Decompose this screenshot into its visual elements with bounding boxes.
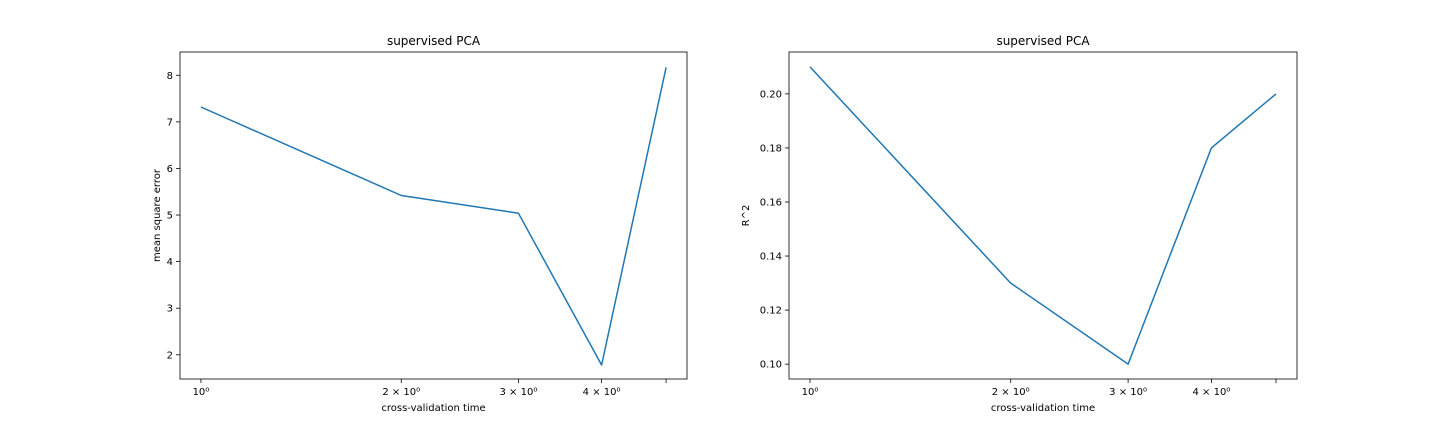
- x-tick-label: 10⁰: [193, 387, 210, 398]
- y-tick-label: 8: [167, 71, 173, 82]
- data-point: [665, 67, 667, 69]
- x-tick-label: 10⁰: [802, 387, 819, 398]
- chart-title: supervised PCA: [387, 34, 481, 48]
- data-point: [400, 195, 402, 197]
- y-tick-label: 5: [167, 211, 173, 222]
- data-point: [1010, 282, 1012, 284]
- data-point: [809, 66, 811, 68]
- y-axis-label: mean square error: [152, 168, 163, 262]
- y-tick-label: 7: [167, 117, 173, 128]
- data-point: [518, 212, 520, 214]
- plot-frame: [179, 51, 688, 380]
- x-tick-label: 4 × 10⁰: [1192, 387, 1230, 398]
- y-tick-label: 0.20: [760, 89, 782, 100]
- series-line-1: [200, 67, 667, 366]
- y-tick-label: 2: [167, 350, 173, 361]
- x-axis-label: cross-validation time: [381, 403, 485, 414]
- y-tick-label: 0.14: [760, 252, 782, 263]
- data-point: [1211, 147, 1213, 149]
- x-tick-label: 2 × 10⁰: [382, 387, 420, 398]
- plot-frame: [788, 51, 1298, 380]
- y-tick-label: 0.18: [760, 143, 782, 154]
- y-tick-label: 4: [167, 257, 173, 268]
- series-line-1: [809, 66, 1277, 365]
- y-tick-label: 0.12: [760, 306, 782, 317]
- x-tick-label: 3 × 10⁰: [1109, 387, 1147, 398]
- chart-2: supervised PCA 10⁰ 2 × 10⁰ 3 × 10⁰ 4 × 10⁰ 0.…: [741, 34, 1298, 414]
- x-tick-label: 4 × 10⁰: [583, 387, 621, 398]
- chart-1: supervised PCA 10⁰ 2 × 10⁰ 3 × 10⁰ 4 × 10⁰ 2 3…: [152, 34, 688, 414]
- y-tick-label: 6: [167, 164, 173, 175]
- data-point: [200, 106, 202, 108]
- y-tick-label: 3: [167, 304, 173, 315]
- x-axis-label: cross-validation time: [991, 403, 1095, 414]
- x-tick-label: 2 × 10⁰: [992, 387, 1030, 398]
- x-tick-label: 3 × 10⁰: [500, 387, 538, 398]
- chart-title: supervised PCA: [996, 34, 1090, 48]
- y-axis-label: R^2: [741, 205, 752, 227]
- y-tick-label: 0.10: [760, 360, 782, 371]
- y-tick-label: 0.16: [760, 197, 782, 208]
- data-point: [1127, 363, 1129, 365]
- data-point: [601, 364, 603, 366]
- data-point: [1275, 93, 1277, 95]
